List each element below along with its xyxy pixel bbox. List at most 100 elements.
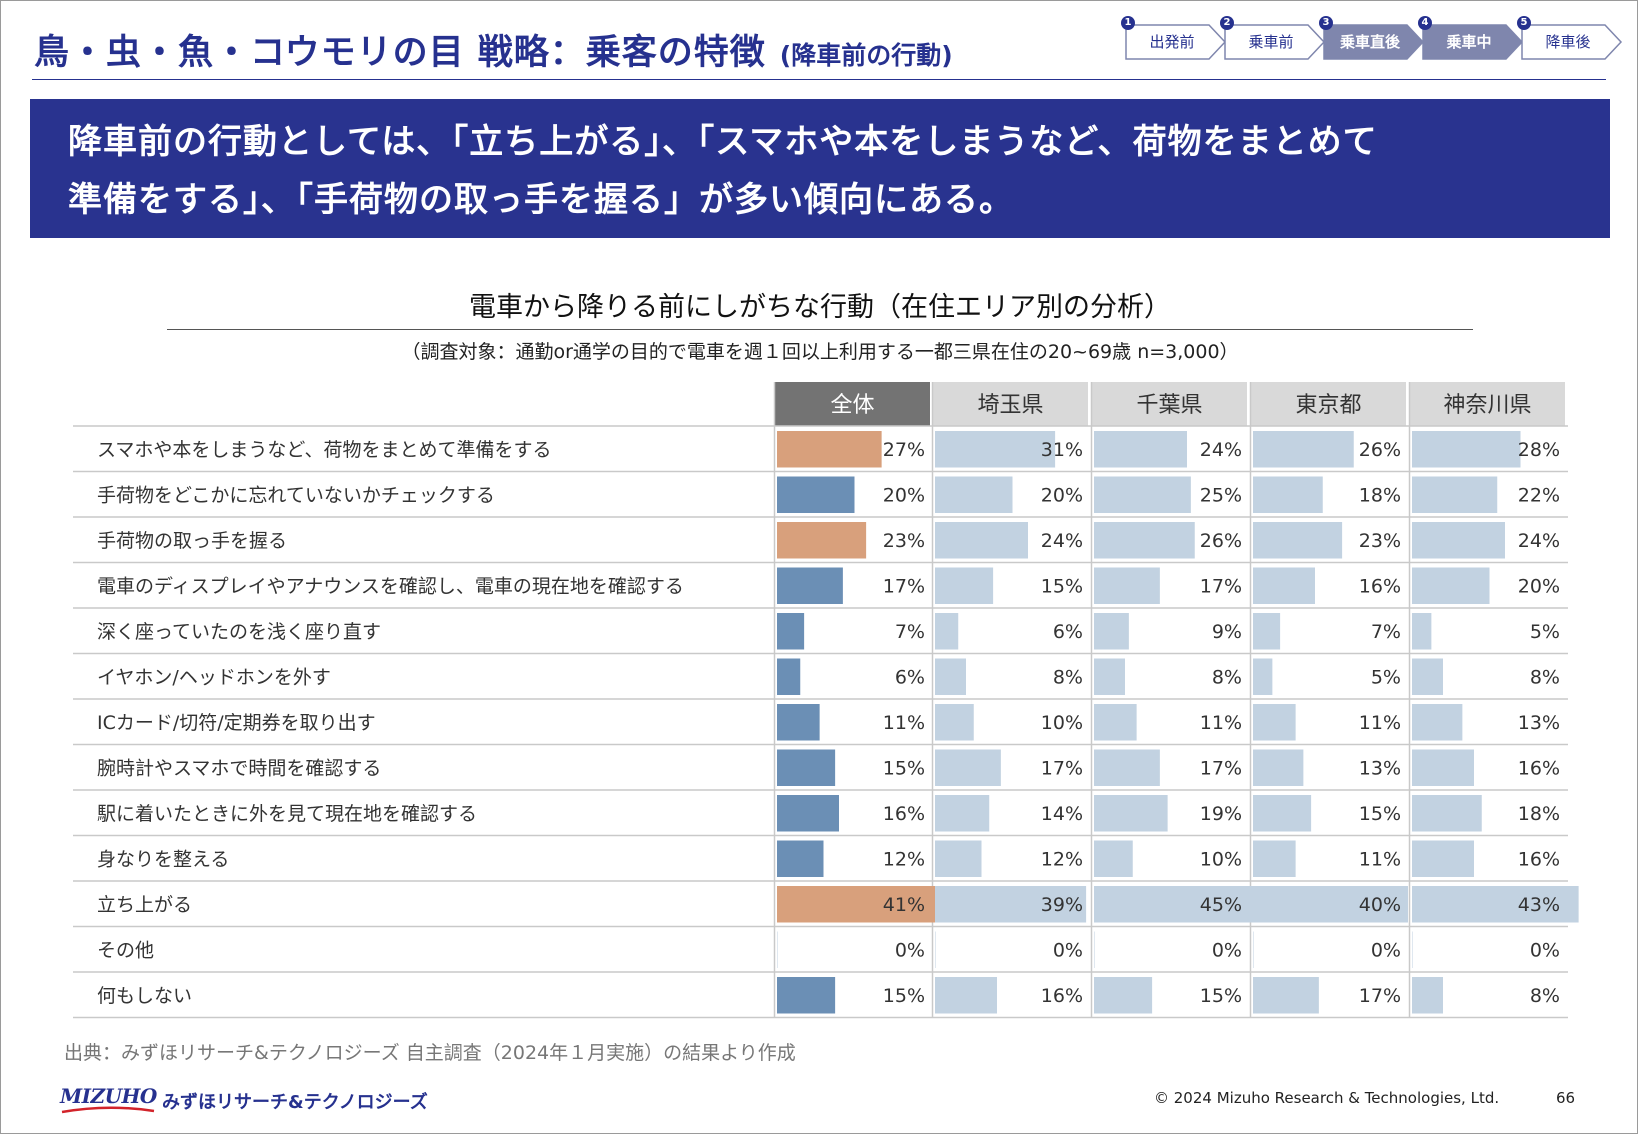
bar	[777, 931, 778, 968]
bar	[1412, 977, 1443, 1014]
bar	[777, 658, 801, 695]
bar	[1094, 522, 1195, 559]
bar	[1253, 613, 1281, 650]
bar	[777, 749, 836, 786]
data-label: 6%	[1053, 621, 1083, 643]
data-label: 10%	[1041, 712, 1083, 734]
data-label: 15%	[1200, 985, 1242, 1007]
data-label: 18%	[1518, 803, 1560, 825]
column-header-4: 東京都	[1295, 393, 1361, 418]
bar	[935, 522, 1028, 559]
data-label: 9%	[1212, 621, 1242, 643]
bar	[1412, 658, 1443, 695]
data-label: 40%	[1359, 894, 1401, 916]
row-label: 腕時計やスマホで時間を確認する	[97, 757, 381, 779]
bar	[1253, 658, 1273, 695]
data-label: 7%	[895, 621, 925, 643]
bar	[1253, 567, 1315, 604]
data-label: 6%	[895, 666, 925, 688]
step-4: 乗車中 4	[1418, 16, 1526, 60]
bar	[1412, 704, 1463, 741]
bar	[777, 522, 867, 559]
data-label: 31%	[1041, 439, 1083, 461]
banner-line-2: 準備をする」、「手荷物の取っ手を握る」が多い傾向にある。	[68, 180, 1014, 220]
source-note: 出典：みずほリサーチ&テクノロジーズ 自主調査（2024年１月実施）の結果より作…	[64, 1042, 796, 1064]
bar	[1094, 749, 1160, 786]
bar	[777, 795, 839, 832]
chart-title-rule	[167, 329, 1473, 330]
step-label: 乗車前	[1248, 33, 1294, 51]
bar	[935, 704, 974, 741]
data-label: 8%	[1530, 666, 1560, 688]
page-title: 鳥・虫・魚・コウモリの目 戦略：乗客の特徴 (降車前の行動)	[34, 24, 953, 75]
bar	[1094, 658, 1125, 695]
step-arrow-icon	[1125, 24, 1227, 60]
bar	[935, 476, 1013, 513]
row-label: 駅に着いたときに外を見て現在地を確認する	[97, 803, 477, 825]
data-label: 17%	[1359, 985, 1401, 1007]
row-label: 深く座っていたのを浅く座り直す	[97, 621, 381, 643]
data-label: 14%	[1041, 803, 1083, 825]
row-label: イヤホン/ヘッドホンを外す	[97, 666, 331, 688]
bar	[935, 977, 997, 1014]
chart-title: 電車から降りる前にしがちな行動（在住エリア別の分析）	[469, 292, 1171, 323]
bar	[1412, 795, 1482, 832]
bar	[1412, 749, 1474, 786]
data-label: 16%	[1518, 848, 1560, 870]
data-label: 45%	[1200, 894, 1242, 916]
data-label: 24%	[1518, 530, 1560, 552]
company-name: みずほリサーチ&テクノロジーズ	[162, 1092, 428, 1113]
data-label: 17%	[883, 575, 925, 597]
data-label: 13%	[1359, 757, 1401, 779]
bar	[1094, 704, 1137, 741]
bar	[1253, 704, 1296, 741]
bar	[1412, 886, 1579, 923]
data-label: 13%	[1518, 712, 1560, 734]
title-divider	[32, 79, 1606, 80]
bar	[777, 567, 843, 604]
bar	[1094, 840, 1133, 877]
data-label: 5%	[1371, 666, 1401, 688]
bar	[1094, 931, 1095, 968]
step-1: 出発前 1	[1121, 16, 1229, 60]
data-label: 26%	[1359, 439, 1401, 461]
bar	[1253, 840, 1296, 877]
journey-steps: 出発前 1 乗車前 2 乗車直後 3 乗車中 4 降車後 5	[1121, 16, 1635, 60]
data-label: 16%	[1041, 985, 1083, 1007]
step-label: 乗車直後	[1339, 33, 1400, 51]
column-header-2: 埼玉県	[977, 393, 1043, 418]
data-label: 25%	[1200, 484, 1242, 506]
bar	[777, 840, 824, 877]
step-3: 乗車直後 3	[1319, 16, 1427, 60]
data-label: 24%	[1200, 439, 1242, 461]
bar	[1412, 840, 1474, 877]
bar	[935, 840, 982, 877]
bar	[777, 431, 882, 468]
bar	[1412, 476, 1498, 513]
row-label: 手荷物の取っ手を握る	[97, 530, 287, 552]
data-label: 0%	[1530, 939, 1560, 961]
bar	[1253, 749, 1304, 786]
data-label: 16%	[1518, 757, 1560, 779]
data-label: 8%	[1530, 985, 1560, 1007]
data-label: 7%	[1371, 621, 1401, 643]
bar	[1094, 795, 1168, 832]
data-label: 26%	[1200, 530, 1242, 552]
data-label: 23%	[883, 530, 925, 552]
data-label: 24%	[1041, 530, 1083, 552]
data-label: 0%	[1212, 939, 1242, 961]
row-label: 身なりを整える	[97, 848, 229, 870]
column-header-bg	[1410, 382, 1565, 426]
data-label: 15%	[1041, 575, 1083, 597]
bar	[1253, 886, 1408, 923]
data-label: 12%	[883, 848, 925, 870]
bar	[1412, 522, 1505, 559]
bar	[777, 704, 820, 741]
column-header-bg	[775, 382, 930, 426]
row-label: その他	[97, 939, 154, 961]
step-number: 2	[1220, 16, 1234, 30]
step-5: 降車後 5	[1517, 16, 1625, 60]
step-number: 5	[1517, 16, 1531, 30]
bar	[777, 886, 936, 923]
